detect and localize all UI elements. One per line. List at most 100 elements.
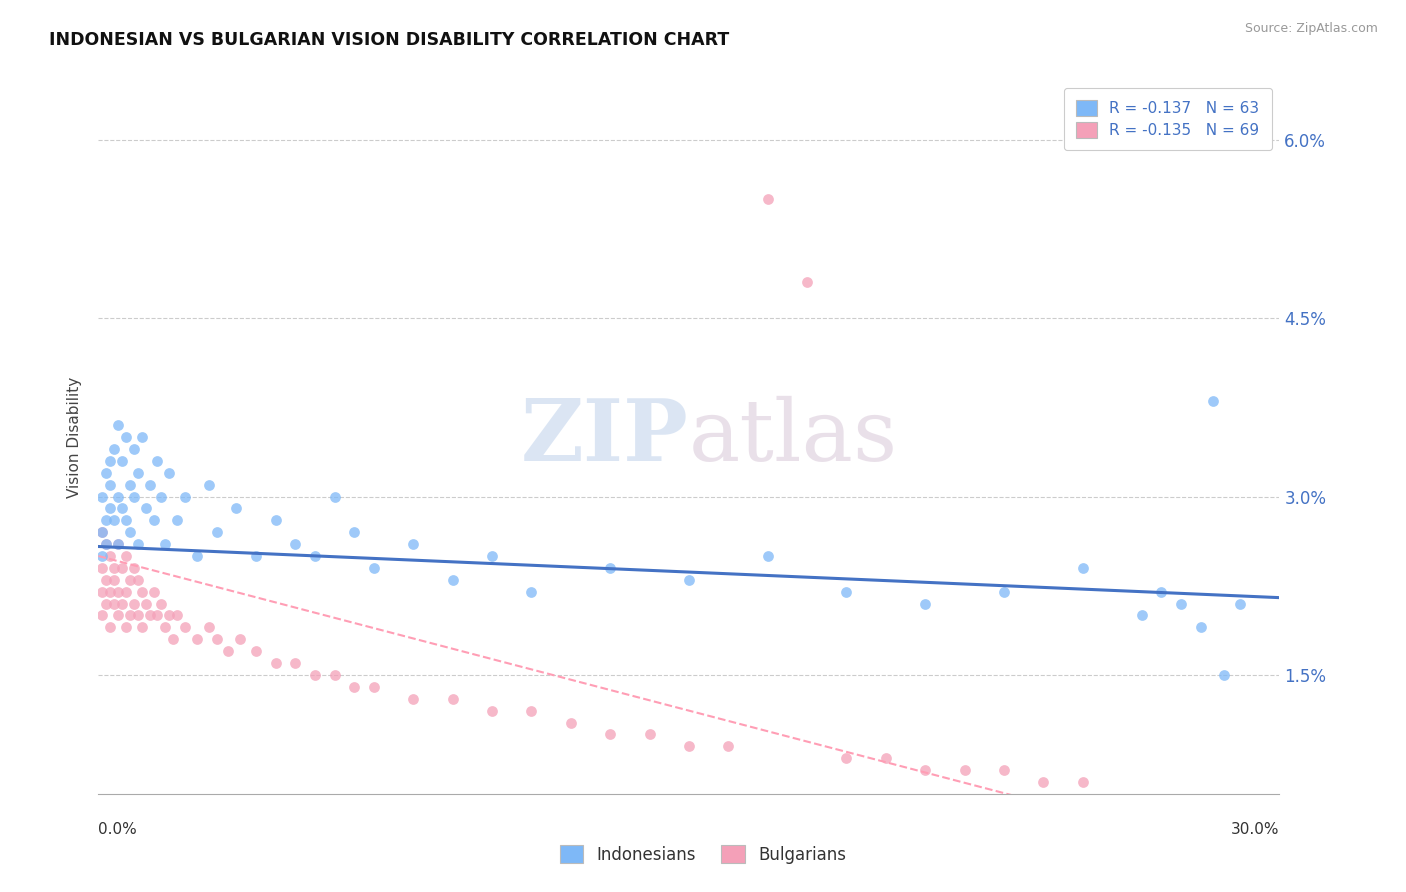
Point: [142, 513, 165, 527]
Point: [91, 584, 114, 599]
Point: [993, 584, 1015, 599]
Point: [91, 561, 114, 575]
Point: [264, 513, 287, 527]
Point: [1130, 608, 1153, 623]
Point: [166, 513, 188, 527]
Point: [122, 442, 145, 456]
Point: [1071, 561, 1094, 575]
Point: [304, 549, 326, 563]
Point: [131, 430, 153, 444]
Point: [402, 691, 425, 706]
Point: [111, 454, 134, 468]
Text: INDONESIAN VS BULGARIAN VISION DISABILITY CORRELATION CHART: INDONESIAN VS BULGARIAN VISION DISABILIT…: [49, 31, 730, 49]
Point: [914, 597, 936, 611]
Point: [138, 608, 160, 623]
Point: [96, 597, 118, 611]
Point: [245, 549, 267, 563]
Text: 30.0%: 30.0%: [1232, 822, 1279, 837]
Point: [717, 739, 740, 754]
Point: [599, 561, 621, 575]
Point: [875, 751, 897, 765]
Point: [993, 763, 1015, 777]
Point: [122, 561, 145, 575]
Point: [115, 620, 138, 634]
Point: [520, 584, 543, 599]
Point: [118, 608, 141, 623]
Point: [98, 549, 121, 563]
Point: [115, 430, 138, 444]
Point: [91, 525, 114, 540]
Point: [197, 477, 219, 491]
Point: [678, 573, 700, 587]
Point: [1071, 775, 1094, 789]
Point: [115, 513, 138, 527]
Point: [146, 454, 169, 468]
Point: [186, 632, 208, 647]
Point: [91, 549, 114, 563]
Point: [96, 513, 118, 527]
Point: [111, 597, 134, 611]
Point: [229, 632, 252, 647]
Point: [245, 644, 267, 658]
Y-axis label: Vision Disability: Vision Disability: [67, 376, 83, 498]
Point: [122, 490, 145, 504]
Point: [107, 418, 129, 433]
Point: [103, 597, 125, 611]
Point: [481, 549, 503, 563]
Point: [520, 704, 543, 718]
Point: [756, 192, 779, 206]
Point: [98, 501, 121, 516]
Point: [98, 454, 121, 468]
Text: Source: ZipAtlas.com: Source: ZipAtlas.com: [1244, 22, 1378, 36]
Point: [91, 608, 114, 623]
Point: [118, 525, 141, 540]
Point: [96, 466, 118, 480]
Legend: Indonesians, Bulgarians: Indonesians, Bulgarians: [554, 838, 852, 871]
Text: atlas: atlas: [689, 395, 898, 479]
Point: [115, 549, 138, 563]
Point: [363, 561, 385, 575]
Point: [304, 668, 326, 682]
Point: [197, 620, 219, 634]
Point: [146, 608, 169, 623]
Point: [138, 477, 160, 491]
Point: [174, 620, 197, 634]
Point: [205, 632, 228, 647]
Point: [107, 490, 129, 504]
Point: [217, 644, 239, 658]
Point: [98, 620, 121, 634]
Point: [599, 727, 621, 741]
Point: [402, 537, 425, 551]
Point: [162, 632, 184, 647]
Legend: R = -0.137   N = 63, R = -0.135   N = 69: R = -0.137 N = 63, R = -0.135 N = 69: [1064, 88, 1272, 151]
Point: [441, 573, 464, 587]
Point: [560, 715, 582, 730]
Point: [756, 549, 779, 563]
Point: [111, 501, 134, 516]
Point: [155, 537, 177, 551]
Point: [96, 537, 118, 551]
Point: [835, 751, 858, 765]
Point: [155, 620, 177, 634]
Point: [481, 704, 503, 718]
Point: [150, 490, 173, 504]
Point: [1170, 597, 1192, 611]
Point: [157, 608, 180, 623]
Point: [1189, 620, 1212, 634]
Point: [91, 525, 114, 540]
Point: [363, 680, 385, 694]
Point: [343, 525, 366, 540]
Point: [638, 727, 661, 741]
Text: 0.0%: 0.0%: [98, 822, 138, 837]
Point: [115, 584, 138, 599]
Point: [122, 597, 145, 611]
Point: [131, 584, 153, 599]
Point: [166, 608, 188, 623]
Point: [103, 513, 125, 527]
Point: [157, 466, 180, 480]
Point: [343, 680, 366, 694]
Point: [111, 561, 134, 575]
Point: [284, 537, 307, 551]
Point: [186, 549, 208, 563]
Point: [107, 537, 129, 551]
